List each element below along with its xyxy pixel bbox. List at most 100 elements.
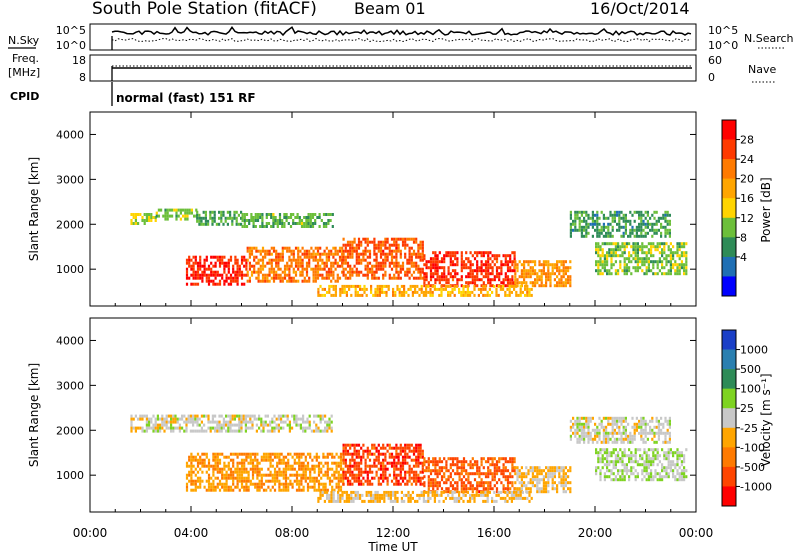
colorbar-swatch xyxy=(722,486,736,507)
echo-region xyxy=(595,242,688,276)
echo-region xyxy=(569,416,671,444)
beam-title: Beam 01 xyxy=(354,0,426,18)
time-axis: 00:00 04:00 08:00 12:00 16:00 20:00 00:00 xyxy=(73,112,714,540)
echo-region xyxy=(342,443,424,486)
cpid-label: CPID xyxy=(10,90,39,103)
y-tick-label: 2000 xyxy=(56,218,84,231)
colorbar-swatch xyxy=(722,388,736,409)
velocity-echo-layer xyxy=(130,414,688,503)
freq-left-tick-bottom: 8 xyxy=(79,71,86,84)
nsearch-label: N.Search xyxy=(744,32,794,45)
colorbar-swatch xyxy=(722,237,736,258)
y-tick-label: 1000 xyxy=(56,263,84,276)
echo-region xyxy=(185,452,345,492)
x-tick-label: 20:00 xyxy=(578,526,613,540)
colorbar-tick-label: -100 xyxy=(740,441,765,454)
colorbar-tick-label: 12 xyxy=(740,212,754,225)
echo-region xyxy=(246,246,344,283)
nsky-right-tick-top: 10^5 xyxy=(708,24,738,37)
power-colorbar: 28 24 20 16 12 8 4 xyxy=(721,119,754,297)
velocity-colorbar-label: Velocity [m s⁻¹] xyxy=(759,373,773,466)
freq-right-tick-top: 60 xyxy=(708,54,722,67)
nsky-trace xyxy=(111,26,692,37)
power-ylabel: Slant Range [km] xyxy=(27,157,41,261)
power-echo-layer xyxy=(130,208,688,297)
y-tick-label: 3000 xyxy=(56,173,84,186)
echo-region xyxy=(185,255,248,286)
colorbar-swatch xyxy=(722,217,736,238)
velocity-y-ticks: 1000 2000 3000 4000 xyxy=(56,334,696,482)
echo-region xyxy=(342,237,424,280)
colorbar-swatch xyxy=(722,408,736,429)
nsky-right-tick-bottom: 10^0 xyxy=(708,39,738,52)
echo-region xyxy=(423,457,516,494)
nave-label: Nave xyxy=(748,63,776,76)
time-axis-label: Time UT xyxy=(367,540,418,554)
date-title: 16/Oct/2014 xyxy=(590,0,690,18)
colorbar-swatch xyxy=(722,198,736,219)
nsky-frame xyxy=(89,23,697,51)
x-tick-label: 00:00 xyxy=(679,526,714,540)
freq-label-line1: Freq. xyxy=(12,52,39,65)
y-tick-label: 1000 xyxy=(56,469,84,482)
velocity-panel: 1000 2000 3000 4000 Slant Range [km] xyxy=(27,317,697,513)
x-tick-label: 04:00 xyxy=(174,526,209,540)
colorbar-swatch xyxy=(722,159,736,179)
y-tick-label: 4000 xyxy=(56,128,84,141)
colorbar-tick-label: 16 xyxy=(740,192,754,205)
velocity-ylabel: Slant Range [km] xyxy=(27,363,41,467)
colorbar-swatch xyxy=(722,466,736,487)
nsky-panel: N.Sky 10^5 10^0 10^5 10^0 N.Search xyxy=(8,23,794,52)
power-colorbar-label: Power [dB] xyxy=(759,177,773,242)
colorbar-tick-label: 8 xyxy=(740,231,747,244)
echo-region xyxy=(130,414,333,433)
echo-region xyxy=(317,490,533,503)
x-tick-label: 00:00 xyxy=(73,526,108,540)
nsky-left-tick-top: 10^5 xyxy=(56,24,86,37)
y-tick-label: 4000 xyxy=(56,334,84,347)
echo-region xyxy=(514,260,572,288)
freq-right-tick-bottom: 0 xyxy=(708,71,715,84)
echo-region xyxy=(130,213,157,225)
colorbar-swatch xyxy=(722,256,736,277)
colorbar-tick-label: 28 xyxy=(740,134,754,147)
colorbar-tick-label: -1000 xyxy=(740,480,772,493)
echo-region xyxy=(569,210,671,238)
power-panel: 1000 2000 3000 4000 Slant Range [km] xyxy=(27,111,697,307)
echo-region xyxy=(317,284,533,297)
colorbar-tick-label: 100 xyxy=(740,383,761,396)
y-tick-label: 3000 xyxy=(56,379,84,392)
cpid-mode-text: normal (fast) 151 RF xyxy=(116,91,256,105)
x-tick-label: 08:00 xyxy=(275,526,310,540)
echo-region xyxy=(155,208,198,221)
echo-region xyxy=(196,210,243,226)
colorbar-tick-label: 500 xyxy=(740,363,761,376)
x-tick-label: 12:00 xyxy=(376,526,411,540)
echo-region xyxy=(423,251,516,288)
power-y-ticks: 1000 2000 3000 4000 xyxy=(56,128,696,276)
cpid-row: CPID normal (fast) 151 RF xyxy=(10,82,256,106)
echo-region xyxy=(241,213,334,228)
colorbar-swatch xyxy=(722,369,736,389)
station-title: South Pole Station (fitACF) xyxy=(92,0,317,19)
nsky-left-tick-bottom: 10^0 xyxy=(56,39,86,52)
colorbar-swatch xyxy=(722,120,736,140)
y-tick-label: 2000 xyxy=(56,424,84,437)
freq-label-line2: [MHz] xyxy=(8,66,40,79)
freq-panel: Freq. [MHz] 18 8 60 0 Nave xyxy=(8,52,776,84)
colorbar-tick-label: 24 xyxy=(740,153,754,166)
colorbar-tick-label: 1000 xyxy=(740,344,768,357)
colorbar-tick-label: 20 xyxy=(740,173,754,186)
colorbar-tick-label: 25 xyxy=(740,402,754,415)
colorbar-swatch xyxy=(722,447,736,468)
colorbar-swatch xyxy=(722,330,736,350)
velocity-colorbar: 1000 500 100 25 -25 -100 -500 -1000 xyxy=(721,329,772,507)
colorbar-swatch xyxy=(722,427,736,448)
colorbar-tick-label: 4 xyxy=(740,251,747,264)
colorbar-tick-label: -25 xyxy=(740,422,758,435)
colorbar-tick-label: -500 xyxy=(740,461,765,474)
freq-frame xyxy=(89,54,697,82)
colorbar-swatch xyxy=(722,139,736,160)
echo-region xyxy=(595,448,688,482)
